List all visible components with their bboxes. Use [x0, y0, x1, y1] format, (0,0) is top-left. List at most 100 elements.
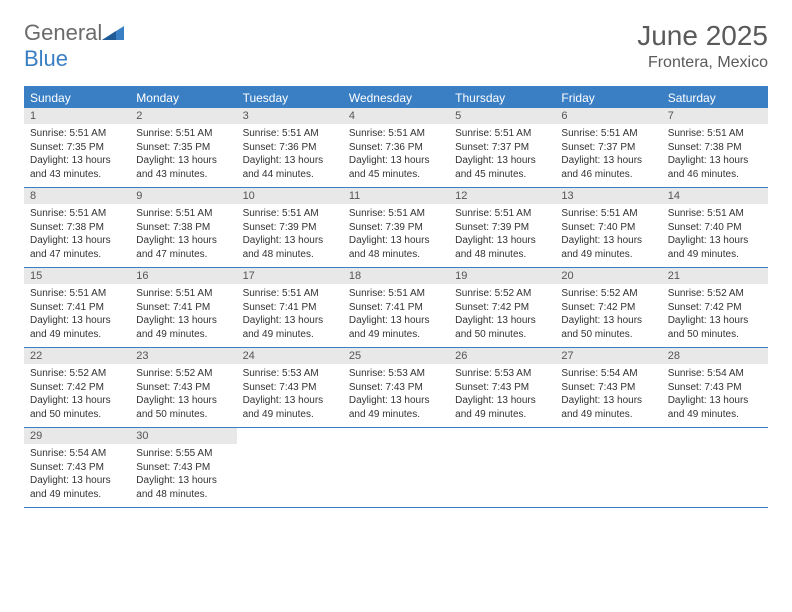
daylight-text: and 49 minutes.: [30, 488, 124, 502]
daylight-text: and 50 minutes.: [30, 408, 124, 422]
day-cell: 25Sunrise: 5:53 AMSunset: 7:43 PMDayligh…: [343, 348, 449, 427]
sunset-text: Sunset: 7:43 PM: [668, 381, 762, 395]
daylight-text: Daylight: 13 hours: [30, 154, 124, 168]
daylight-text: Daylight: 13 hours: [243, 394, 337, 408]
sunset-text: Sunset: 7:42 PM: [561, 301, 655, 315]
sunrise-text: Sunrise: 5:52 AM: [561, 287, 655, 301]
sunrise-text: Sunrise: 5:55 AM: [136, 447, 230, 461]
day-number: 9: [130, 188, 236, 204]
daylight-text: Daylight: 13 hours: [455, 234, 549, 248]
sunset-text: Sunset: 7:41 PM: [243, 301, 337, 315]
day-body: Sunrise: 5:52 AMSunset: 7:42 PMDaylight:…: [662, 284, 768, 341]
sunrise-text: Sunrise: 5:51 AM: [561, 127, 655, 141]
sunset-text: Sunset: 7:37 PM: [455, 141, 549, 155]
sunset-text: Sunset: 7:35 PM: [30, 141, 124, 155]
day-cell: 22Sunrise: 5:52 AMSunset: 7:42 PMDayligh…: [24, 348, 130, 427]
day-number: 24: [237, 348, 343, 364]
sunrise-text: Sunrise: 5:52 AM: [30, 367, 124, 381]
day-number: 26: [449, 348, 555, 364]
sunset-text: Sunset: 7:42 PM: [668, 301, 762, 315]
sunrise-text: Sunrise: 5:51 AM: [668, 207, 762, 221]
day-number: 19: [449, 268, 555, 284]
sunrise-text: Sunrise: 5:51 AM: [30, 287, 124, 301]
sunrise-text: Sunrise: 5:52 AM: [455, 287, 549, 301]
sunrise-text: Sunrise: 5:53 AM: [455, 367, 549, 381]
sunrise-text: Sunrise: 5:51 AM: [455, 207, 549, 221]
daylight-text: and 48 minutes.: [136, 488, 230, 502]
sunset-text: Sunset: 7:40 PM: [561, 221, 655, 235]
week-row: 22Sunrise: 5:52 AMSunset: 7:42 PMDayligh…: [24, 348, 768, 428]
day-number: 1: [24, 108, 130, 124]
sunset-text: Sunset: 7:38 PM: [136, 221, 230, 235]
day-cell: 3Sunrise: 5:51 AMSunset: 7:36 PMDaylight…: [237, 108, 343, 187]
day-body: Sunrise: 5:51 AMSunset: 7:38 PMDaylight:…: [130, 204, 236, 261]
daylight-text: and 49 minutes.: [668, 408, 762, 422]
sunset-text: Sunset: 7:42 PM: [455, 301, 549, 315]
day-number: 23: [130, 348, 236, 364]
sunset-text: Sunset: 7:39 PM: [455, 221, 549, 235]
day-number: 20: [555, 268, 661, 284]
daylight-text: and 49 minutes.: [561, 408, 655, 422]
weekday-row: Sunday Monday Tuesday Wednesday Thursday…: [24, 88, 768, 108]
day-number: 10: [237, 188, 343, 204]
day-cell: [662, 428, 768, 507]
logo: GeneralBlue: [24, 20, 124, 72]
daylight-text: and 50 minutes.: [455, 328, 549, 342]
sunrise-text: Sunrise: 5:51 AM: [136, 287, 230, 301]
daylight-text: and 49 minutes.: [668, 248, 762, 262]
daylight-text: Daylight: 13 hours: [136, 154, 230, 168]
daylight-text: and 49 minutes.: [136, 328, 230, 342]
daylight-text: and 49 minutes.: [243, 328, 337, 342]
day-number: 30: [130, 428, 236, 444]
sunset-text: Sunset: 7:43 PM: [136, 461, 230, 475]
daylight-text: Daylight: 13 hours: [243, 234, 337, 248]
day-cell: 19Sunrise: 5:52 AMSunset: 7:42 PMDayligh…: [449, 268, 555, 347]
day-body: Sunrise: 5:51 AMSunset: 7:35 PMDaylight:…: [24, 124, 130, 181]
sunrise-text: Sunrise: 5:53 AM: [243, 367, 337, 381]
day-number: 25: [343, 348, 449, 364]
daylight-text: and 45 minutes.: [349, 168, 443, 182]
daylight-text: Daylight: 13 hours: [30, 234, 124, 248]
sunset-text: Sunset: 7:36 PM: [349, 141, 443, 155]
sunset-text: Sunset: 7:43 PM: [349, 381, 443, 395]
day-cell: 6Sunrise: 5:51 AMSunset: 7:37 PMDaylight…: [555, 108, 661, 187]
sunrise-text: Sunrise: 5:51 AM: [349, 207, 443, 221]
sunrise-text: Sunrise: 5:51 AM: [349, 127, 443, 141]
sunset-text: Sunset: 7:39 PM: [243, 221, 337, 235]
daylight-text: and 43 minutes.: [30, 168, 124, 182]
day-cell: 2Sunrise: 5:51 AMSunset: 7:35 PMDaylight…: [130, 108, 236, 187]
sunrise-text: Sunrise: 5:54 AM: [561, 367, 655, 381]
daylight-text: Daylight: 13 hours: [561, 394, 655, 408]
sunrise-text: Sunrise: 5:51 AM: [561, 207, 655, 221]
day-body: Sunrise: 5:51 AMSunset: 7:39 PMDaylight:…: [343, 204, 449, 261]
sunset-text: Sunset: 7:41 PM: [30, 301, 124, 315]
day-body: Sunrise: 5:52 AMSunset: 7:42 PMDaylight:…: [24, 364, 130, 421]
logo-text: GeneralBlue: [24, 20, 124, 72]
day-cell: [555, 428, 661, 507]
sunset-text: Sunset: 7:39 PM: [349, 221, 443, 235]
day-cell: 21Sunrise: 5:52 AMSunset: 7:42 PMDayligh…: [662, 268, 768, 347]
sunrise-text: Sunrise: 5:51 AM: [243, 127, 337, 141]
day-number: 18: [343, 268, 449, 284]
daylight-text: Daylight: 13 hours: [668, 234, 762, 248]
day-body: Sunrise: 5:51 AMSunset: 7:40 PMDaylight:…: [662, 204, 768, 261]
day-cell: 4Sunrise: 5:51 AMSunset: 7:36 PMDaylight…: [343, 108, 449, 187]
weekday-saturday: Saturday: [662, 88, 768, 108]
daylight-text: and 46 minutes.: [668, 168, 762, 182]
daylight-text: Daylight: 13 hours: [455, 154, 549, 168]
sunrise-text: Sunrise: 5:51 AM: [455, 127, 549, 141]
sunset-text: Sunset: 7:42 PM: [30, 381, 124, 395]
daylight-text: and 48 minutes.: [243, 248, 337, 262]
sunset-text: Sunset: 7:43 PM: [243, 381, 337, 395]
sunrise-text: Sunrise: 5:51 AM: [136, 207, 230, 221]
day-number: 21: [662, 268, 768, 284]
week-row: 1Sunrise: 5:51 AMSunset: 7:35 PMDaylight…: [24, 108, 768, 188]
daylight-text: Daylight: 13 hours: [30, 314, 124, 328]
sunset-text: Sunset: 7:40 PM: [668, 221, 762, 235]
day-body: Sunrise: 5:52 AMSunset: 7:42 PMDaylight:…: [449, 284, 555, 341]
sunrise-text: Sunrise: 5:52 AM: [136, 367, 230, 381]
weekday-wednesday: Wednesday: [343, 88, 449, 108]
day-number: 2: [130, 108, 236, 124]
sunset-text: Sunset: 7:43 PM: [30, 461, 124, 475]
weekday-sunday: Sunday: [24, 88, 130, 108]
